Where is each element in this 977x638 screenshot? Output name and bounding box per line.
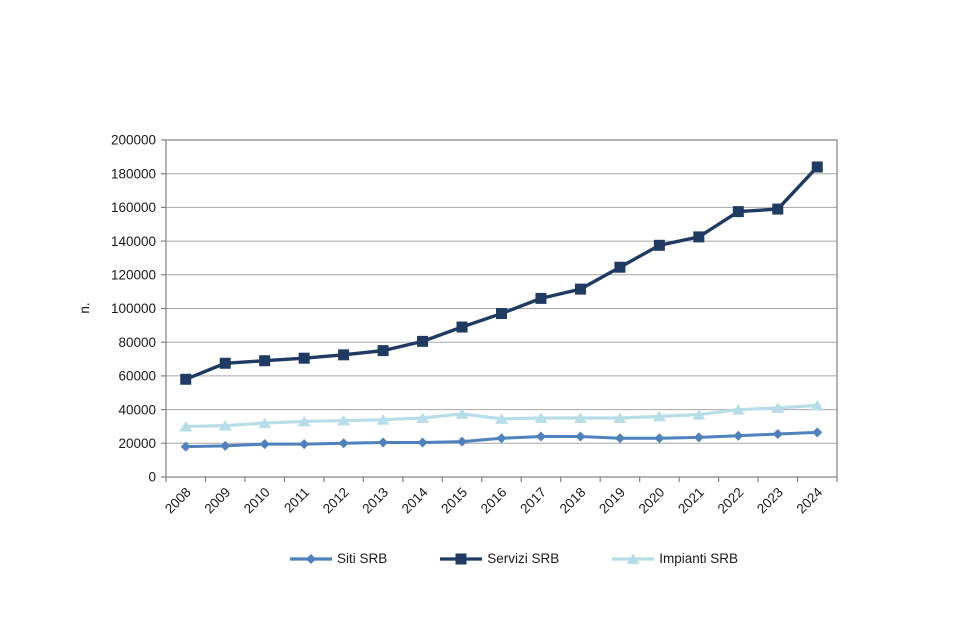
svg-text:2017: 2017 <box>517 485 549 517</box>
svg-text:120000: 120000 <box>111 268 156 283</box>
svg-text:2022: 2022 <box>715 485 747 517</box>
svg-text:180000: 180000 <box>111 166 156 181</box>
svg-text:20000: 20000 <box>118 436 156 451</box>
svg-text:2012: 2012 <box>320 485 352 517</box>
svg-text:2013: 2013 <box>359 485 391 517</box>
svg-text:2023: 2023 <box>754 485 786 517</box>
legend-label-impianti-srb: Impianti SRB <box>659 551 739 566</box>
svg-text:2018: 2018 <box>557 485 589 517</box>
svg-text:100000: 100000 <box>111 301 156 316</box>
siti-srb-line-marker-icon <box>289 554 332 564</box>
legend-label-siti-srb: Siti SRB <box>336 551 388 566</box>
svg-text:2014: 2014 <box>399 484 431 516</box>
legend-item-siti-srb: Siti SRB <box>289 552 387 566</box>
servizi-srb-line-marker-icon <box>440 553 483 565</box>
svg-text:2019: 2019 <box>596 485 628 517</box>
svg-text:2016: 2016 <box>478 485 510 517</box>
svg-text:80000: 80000 <box>118 335 156 350</box>
svg-text:160000: 160000 <box>111 200 156 215</box>
svg-text:200000: 200000 <box>111 133 156 148</box>
svg-text:2008: 2008 <box>162 485 194 517</box>
svg-text:140000: 140000 <box>111 234 156 249</box>
legend-label-servizi-srb: Servizi SRB <box>487 551 560 566</box>
svg-text:2011: 2011 <box>281 485 312 516</box>
svg-text:2024: 2024 <box>794 484 826 516</box>
legend-item-servizi-srb: Servizi SRB <box>439 552 559 566</box>
impianti-srb-line-marker-icon <box>612 553 655 564</box>
svg-text:2015: 2015 <box>438 485 470 517</box>
svg-text:2010: 2010 <box>241 485 273 517</box>
svg-text:40000: 40000 <box>118 402 156 417</box>
svg-text:2009: 2009 <box>201 485 233 517</box>
svg-text:2021: 2021 <box>675 485 707 517</box>
svg-text:0: 0 <box>148 470 156 485</box>
legend-item-impianti-srb: Impianti SRB <box>611 552 738 566</box>
svg-text:2020: 2020 <box>636 485 668 517</box>
svg-text:60000: 60000 <box>118 369 156 384</box>
svg-text:n.: n. <box>77 302 92 313</box>
chart-legend: Siti SRB Servizi SRB Impianti SRB <box>0 546 977 572</box>
